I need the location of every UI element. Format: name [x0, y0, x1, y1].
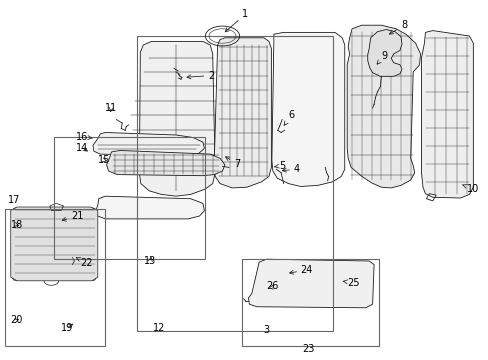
Bar — [295, 106, 327, 130]
Bar — [54, 137, 205, 259]
Polygon shape — [346, 25, 420, 188]
Text: 4: 4 — [282, 164, 299, 174]
Text: 13: 13 — [144, 256, 156, 266]
Text: 25: 25 — [342, 278, 359, 288]
Text: 23: 23 — [301, 344, 314, 354]
Text: 12: 12 — [152, 323, 165, 333]
Text: 26: 26 — [266, 281, 278, 291]
Text: 19: 19 — [61, 323, 73, 333]
Polygon shape — [271, 32, 344, 186]
Text: 16: 16 — [76, 132, 92, 142]
Text: 18: 18 — [11, 220, 23, 230]
Text: 8: 8 — [388, 20, 407, 34]
Text: 1: 1 — [225, 9, 248, 32]
Text: 9: 9 — [376, 51, 387, 64]
Polygon shape — [139, 41, 215, 196]
Text: 22: 22 — [76, 258, 93, 268]
Text: 15: 15 — [98, 155, 110, 165]
Text: 20: 20 — [10, 315, 22, 325]
Polygon shape — [214, 38, 271, 188]
Text: 17: 17 — [8, 195, 20, 205]
Text: 3: 3 — [263, 325, 269, 335]
Polygon shape — [11, 207, 98, 281]
Polygon shape — [93, 132, 204, 157]
Text: 24: 24 — [289, 265, 312, 275]
Text: 21: 21 — [62, 211, 83, 221]
Bar — [137, 36, 332, 331]
Polygon shape — [106, 150, 224, 176]
Polygon shape — [367, 30, 401, 76]
Text: 7: 7 — [225, 157, 240, 169]
Bar — [44, 273, 60, 279]
Bar — [132, 202, 181, 215]
Text: 10: 10 — [462, 184, 478, 194]
Polygon shape — [421, 31, 472, 198]
Polygon shape — [96, 196, 204, 219]
Bar — [5, 209, 105, 346]
Text: 2: 2 — [186, 71, 214, 81]
Text: 6: 6 — [284, 110, 294, 125]
Text: 14: 14 — [76, 143, 88, 153]
Polygon shape — [248, 259, 373, 308]
Text: 11: 11 — [105, 103, 117, 113]
Text: 5: 5 — [274, 161, 285, 171]
Bar — [242, 259, 378, 346]
